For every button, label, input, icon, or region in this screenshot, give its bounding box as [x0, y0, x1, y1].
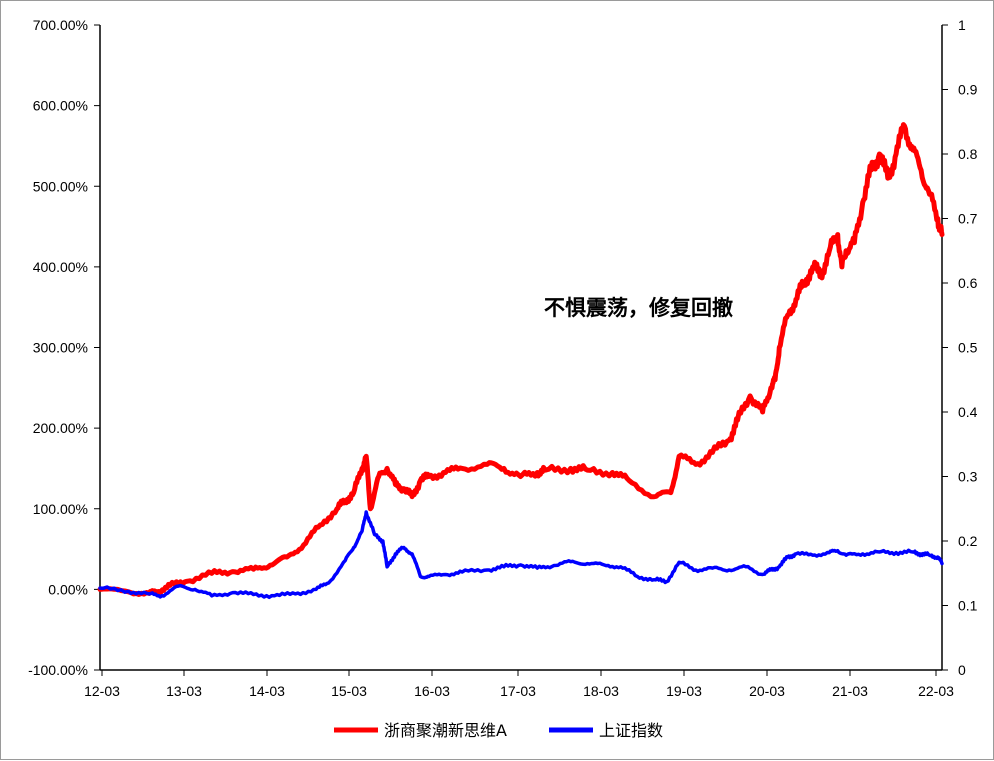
x-tick-label: 12-03: [84, 683, 120, 699]
right-y-tick-label: 0.8: [958, 146, 978, 162]
left-y-tick-label: 600.00%: [33, 98, 88, 114]
right-y-tick-label: 0.1: [958, 598, 978, 614]
x-tick-label: 13-03: [166, 683, 202, 699]
left-y-tick-label: 100.00%: [33, 501, 88, 517]
left-y-tick-label: 200.00%: [33, 420, 88, 436]
right-y-tick-label: 0.5: [958, 340, 978, 356]
x-tick-label: 16-03: [414, 683, 450, 699]
x-tick-label: 19-03: [666, 683, 702, 699]
right-y-tick-label: 0: [958, 662, 966, 678]
left-y-tick-label: 700.00%: [33, 17, 88, 33]
left-y-tick-label: 0.00%: [48, 581, 88, 597]
right-y-tick-label: 0.6: [958, 275, 978, 291]
right-y-tick-label: 0.2: [958, 533, 978, 549]
series-line-0: [97, 122, 945, 597]
right-y-tick-label: 0.4: [958, 404, 978, 420]
x-tick-label: 22-03: [918, 683, 954, 699]
chart-annotation: 不惧震荡，修复回撤: [544, 296, 733, 320]
x-tick-label: 15-03: [331, 683, 367, 699]
right-y-tick-label: 0.3: [958, 469, 978, 485]
right-y-tick-label: 0.7: [958, 211, 978, 227]
series-line-1: [98, 510, 944, 600]
left-y-tick-label: -100.00%: [28, 662, 88, 678]
x-tick-label: 18-03: [583, 683, 619, 699]
right-y-tick-label: 0.9: [958, 82, 978, 98]
left-y-tick-label: 400.00%: [33, 259, 88, 275]
x-tick-label: 17-03: [500, 683, 536, 699]
x-tick-label: 21-03: [832, 683, 868, 699]
left-y-tick-label: 300.00%: [33, 340, 88, 356]
legend-label-0: 浙商聚潮新思维A: [384, 721, 507, 740]
x-tick-label: 14-03: [249, 683, 285, 699]
legend-label-1: 上证指数: [599, 721, 663, 740]
left-y-tick-label: 500.00%: [33, 178, 88, 194]
x-tick-label: 20-03: [749, 683, 785, 699]
right-y-tick-label: 1: [958, 17, 966, 33]
